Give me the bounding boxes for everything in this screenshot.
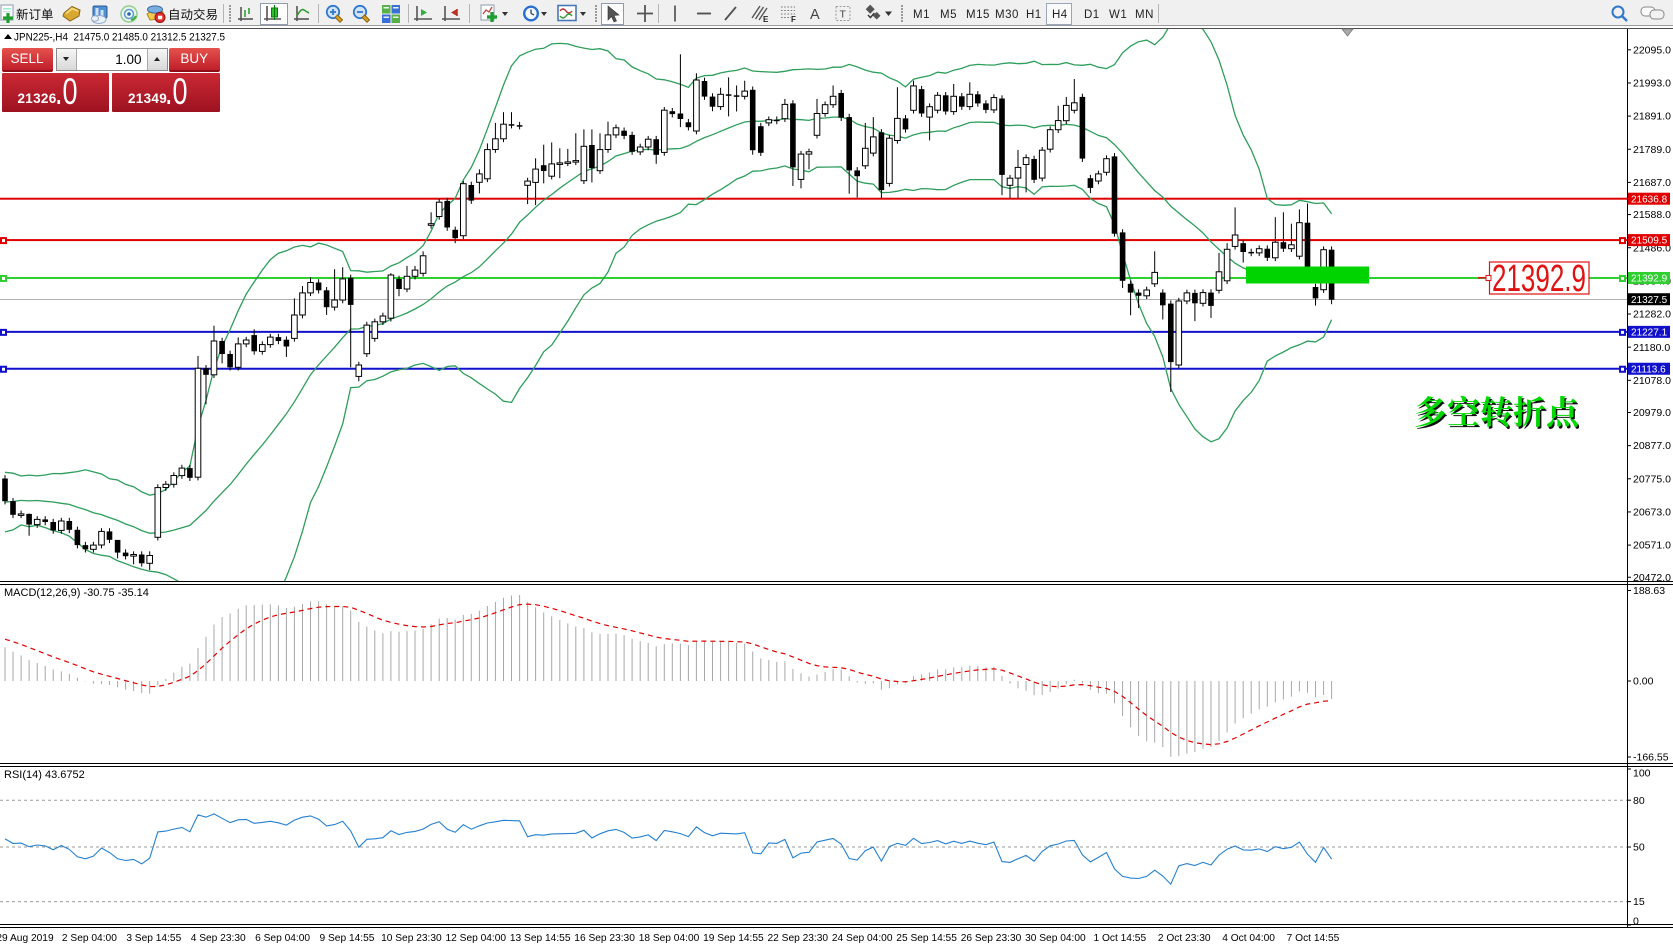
svg-text:M15: M15 <box>966 9 990 21</box>
svg-text:3 Sep 14:55: 3 Sep 14:55 <box>126 933 181 944</box>
svg-text:18 Sep 04:00: 18 Sep 04:00 <box>639 933 700 944</box>
svg-text:10 Sep 23:30: 10 Sep 23:30 <box>381 933 442 944</box>
svg-text:50: 50 <box>1633 842 1645 854</box>
svg-text:20472.0: 20472.0 <box>1633 572 1671 584</box>
svg-text:21282.0: 21282.0 <box>1633 309 1671 321</box>
svg-text:T: T <box>840 9 847 21</box>
svg-text:7 Oct 14:55: 7 Oct 14:55 <box>1287 933 1340 944</box>
svg-text:4 Sep 23:30: 4 Sep 23:30 <box>191 933 246 944</box>
svg-text:21113.6: 21113.6 <box>1631 364 1666 375</box>
svg-text:188.63: 188.63 <box>1633 585 1665 597</box>
svg-text:13 Sep 14:55: 13 Sep 14:55 <box>510 933 571 944</box>
svg-text:MACD(12,26,9) -30.75 -35.14: MACD(12,26,9) -30.75 -35.14 <box>4 587 149 599</box>
svg-text:21180.0: 21180.0 <box>1633 342 1670 354</box>
svg-text:MN: MN <box>1135 9 1154 21</box>
svg-text:21227.1: 21227.1 <box>1631 327 1668 338</box>
svg-text:D1: D1 <box>1084 9 1100 21</box>
svg-text:2 Oct 23:30: 2 Oct 23:30 <box>1158 933 1211 944</box>
svg-text:A: A <box>810 7 820 23</box>
svg-text:21636.8: 21636.8 <box>1631 194 1668 205</box>
svg-text:21789.0: 21789.0 <box>1633 144 1671 156</box>
svg-text:1 Oct 14:55: 1 Oct 14:55 <box>1093 933 1146 944</box>
svg-text:6 Sep 04:00: 6 Sep 04:00 <box>255 933 310 944</box>
svg-text:20571.0: 20571.0 <box>1633 540 1671 552</box>
svg-text:4 Oct 04:00: 4 Oct 04:00 <box>1222 933 1275 944</box>
svg-text:24 Sep 04:00: 24 Sep 04:00 <box>832 933 893 944</box>
svg-text:15: 15 <box>1633 896 1645 908</box>
svg-text:21509.5: 21509.5 <box>1631 236 1668 247</box>
svg-text:21327.5: 21327.5 <box>1631 295 1668 306</box>
svg-text:RSI(14) 43.6752: RSI(14) 43.6752 <box>4 769 85 781</box>
svg-text:21078.0: 21078.0 <box>1633 375 1671 387</box>
svg-text:20673.0: 20673.0 <box>1633 507 1671 519</box>
svg-text:20979.0: 20979.0 <box>1633 407 1671 419</box>
svg-text:-166.55: -166.55 <box>1633 752 1669 764</box>
svg-text:21588.0: 21588.0 <box>1633 209 1671 221</box>
svg-text:22 Sep 23:30: 22 Sep 23:30 <box>767 933 828 944</box>
svg-text:22095.0: 22095.0 <box>1633 44 1671 56</box>
svg-text:JPN225-,H4 21475.0 21485.0 21: JPN225-,H4 21475.0 21485.0 21312.5 21327… <box>14 32 225 44</box>
svg-text:12 Sep 04:00: 12 Sep 04:00 <box>445 933 506 944</box>
svg-text:2 Sep 04:00: 2 Sep 04:00 <box>62 933 117 944</box>
svg-text:80: 80 <box>1633 795 1645 807</box>
svg-text:21891.0: 21891.0 <box>1633 111 1671 123</box>
svg-text:H1: H1 <box>1026 9 1042 21</box>
svg-text:W1: W1 <box>1109 9 1127 21</box>
svg-text:20877.0: 20877.0 <box>1633 440 1671 452</box>
svg-text:21392.9: 21392.9 <box>1492 258 1586 300</box>
svg-text:M5: M5 <box>940 9 957 21</box>
svg-text:F: F <box>791 15 796 24</box>
svg-text:20775.0: 20775.0 <box>1633 473 1671 485</box>
svg-text:9 Sep 14:55: 9 Sep 14:55 <box>320 933 375 944</box>
svg-text:E: E <box>763 15 769 24</box>
svg-text:21993.0: 21993.0 <box>1633 78 1671 90</box>
svg-text:M30: M30 <box>995 9 1019 21</box>
svg-text:M1: M1 <box>913 9 930 21</box>
svg-text:19 Sep 14:55: 19 Sep 14:55 <box>703 933 764 944</box>
svg-text:0: 0 <box>1633 916 1639 928</box>
svg-text:25 Sep 14:55: 25 Sep 14:55 <box>896 933 957 944</box>
svg-text:H4: H4 <box>1052 9 1068 21</box>
svg-text:21687.0: 21687.0 <box>1633 177 1671 189</box>
svg-text:29 Aug 2019: 29 Aug 2019 <box>0 933 54 944</box>
svg-text:100: 100 <box>1633 768 1651 780</box>
svg-text:0.00: 0.00 <box>1633 676 1654 688</box>
svg-text:16 Sep 23:30: 16 Sep 23:30 <box>574 933 635 944</box>
svg-text:30 Sep 04:00: 30 Sep 04:00 <box>1025 933 1086 944</box>
svg-text:26 Sep 23:30: 26 Sep 23:30 <box>961 933 1022 944</box>
svg-text:21392.9: 21392.9 <box>1631 274 1668 285</box>
